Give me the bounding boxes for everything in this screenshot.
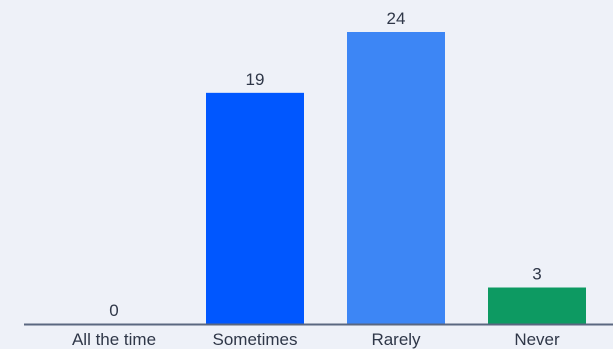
value-label-all-the-time: 0 (109, 301, 118, 320)
bar-sometimes (206, 92, 304, 324)
value-label-never: 3 (532, 265, 541, 284)
category-labels-group: All the time Sometimes Rarely Never (72, 330, 560, 349)
bar-never (488, 287, 586, 324)
category-label-sometimes: Sometimes (212, 330, 297, 349)
bar-rarely (347, 32, 445, 324)
category-label-all-the-time: All the time (72, 330, 156, 349)
category-label-never: Never (514, 330, 560, 349)
category-label-rarely: Rarely (371, 330, 421, 349)
value-label-rarely: 24 (387, 9, 406, 28)
value-labels-group: 0 19 24 3 (109, 9, 541, 320)
value-label-sometimes: 19 (246, 70, 265, 89)
bars-group (206, 32, 586, 324)
